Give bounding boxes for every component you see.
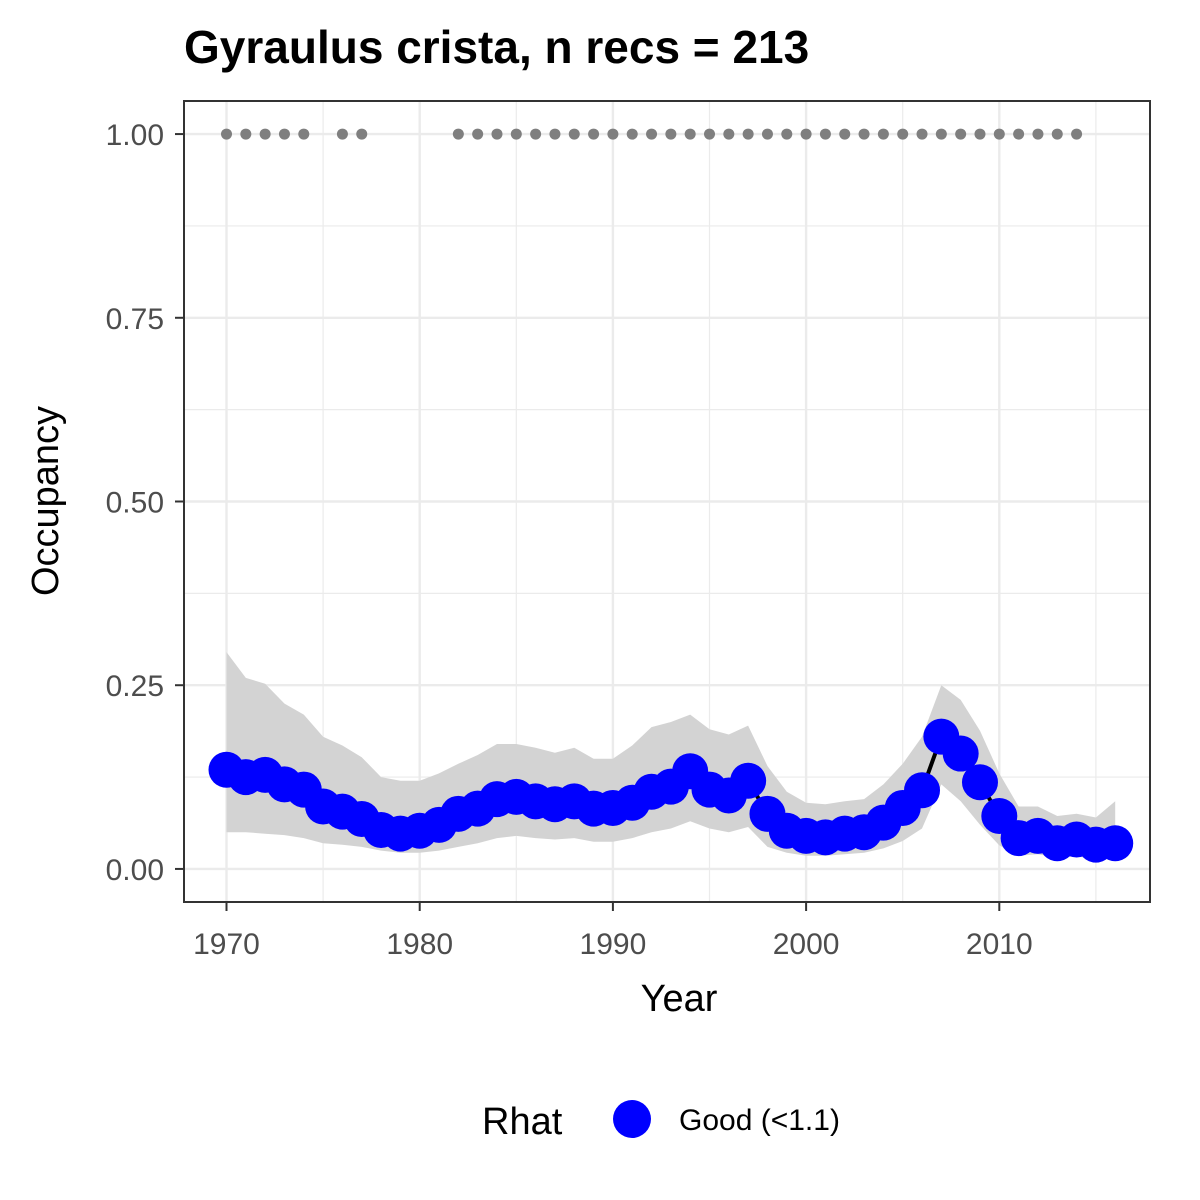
record-dot: [278, 128, 290, 140]
y-tick-label: 1.00: [106, 119, 164, 152]
record-dot: [1051, 128, 1063, 140]
record-dot: [974, 128, 986, 140]
record-dot: [607, 128, 619, 140]
record-dot: [781, 128, 793, 140]
x-tick-label: 2000: [773, 928, 840, 961]
record-dot: [1071, 128, 1083, 140]
record-dot: [819, 128, 831, 140]
occupancy-point: [1097, 825, 1134, 862]
record-dot: [588, 128, 600, 140]
record-dot: [1013, 128, 1025, 140]
record-dot: [510, 128, 522, 140]
x-tick-label: 1980: [386, 928, 453, 961]
record-dot: [221, 128, 233, 140]
record-dot: [684, 128, 696, 140]
legend: Rhat Good (<1.1): [482, 1100, 840, 1143]
record-dot: [452, 128, 464, 140]
y-tick-label: 0.75: [106, 303, 164, 336]
record-dot: [336, 128, 348, 140]
chart-title: Gyraulus crista, n recs = 213: [184, 21, 809, 73]
x-tick-label: 1970: [193, 928, 260, 961]
record-dot: [626, 128, 638, 140]
record-dot: [877, 128, 889, 140]
record-dot: [955, 128, 967, 140]
occupancy-point: [904, 772, 941, 809]
occupancy-point: [942, 735, 979, 772]
record-dot: [897, 128, 909, 140]
y-axis-title: Occupancy: [25, 406, 67, 596]
y-tick-label: 0.25: [106, 670, 164, 703]
legend-key-good: [613, 1100, 651, 1138]
record-dot: [646, 128, 658, 140]
x-axis-ticks: 1970 1980 1990 2000 2010: [193, 902, 1033, 961]
record-dots-layer: [221, 128, 1083, 140]
record-dot: [723, 128, 735, 140]
record-dot: [704, 128, 716, 140]
record-dot: [568, 128, 580, 140]
record-dot: [839, 128, 851, 140]
record-dot: [742, 128, 754, 140]
record-dot: [259, 128, 271, 140]
record-dot: [858, 128, 870, 140]
x-axis-title: Year: [641, 978, 718, 1020]
record-dot: [800, 128, 812, 140]
record-dot: [298, 128, 310, 140]
record-dot: [356, 128, 368, 140]
occupancy-points-layer: [208, 718, 1134, 863]
y-axis-ticks: 0.00 0.25 0.50 0.75 1.00: [106, 119, 184, 887]
record-dot: [1032, 128, 1044, 140]
occupancy-point: [961, 764, 998, 801]
x-tick-label: 2010: [966, 928, 1033, 961]
occupancy-point: [730, 762, 767, 799]
legend-label-good: Good (<1.1): [679, 1104, 840, 1137]
record-dot: [665, 128, 677, 140]
record-dot: [491, 128, 503, 140]
record-dot: [916, 128, 928, 140]
y-tick-label: 0.50: [106, 487, 164, 520]
record-dot: [993, 128, 1005, 140]
record-dot: [549, 128, 561, 140]
legend-title: Rhat: [482, 1101, 563, 1143]
record-dot: [761, 128, 773, 140]
y-tick-label: 0.00: [106, 854, 164, 887]
x-tick-label: 1990: [580, 928, 647, 961]
record-dot: [472, 128, 484, 140]
record-dot: [240, 128, 252, 140]
record-dot: [530, 128, 542, 140]
record-dot: [935, 128, 947, 140]
